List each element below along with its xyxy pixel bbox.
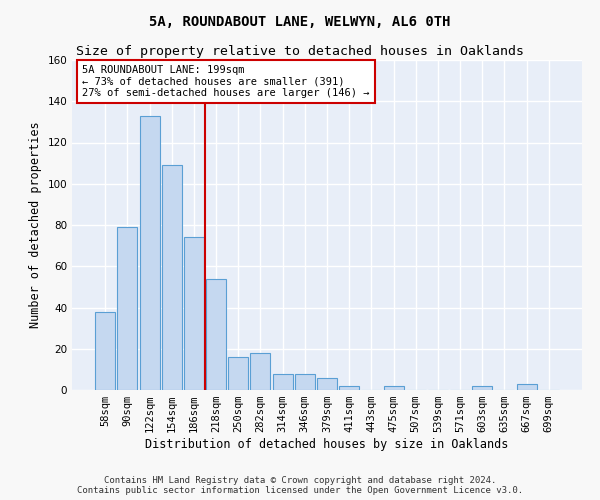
Bar bbox=[317, 378, 337, 390]
Bar bbox=[383, 386, 404, 390]
Bar bbox=[140, 116, 160, 390]
Bar bbox=[206, 278, 226, 390]
Bar bbox=[250, 353, 271, 390]
Bar bbox=[472, 386, 492, 390]
Bar bbox=[228, 357, 248, 390]
Bar bbox=[162, 165, 182, 390]
Bar bbox=[118, 227, 137, 390]
Bar bbox=[272, 374, 293, 390]
Bar bbox=[95, 312, 115, 390]
Y-axis label: Number of detached properties: Number of detached properties bbox=[29, 122, 42, 328]
Bar bbox=[339, 386, 359, 390]
X-axis label: Distribution of detached houses by size in Oaklands: Distribution of detached houses by size … bbox=[145, 438, 509, 451]
Text: 5A, ROUNDABOUT LANE, WELWYN, AL6 0TH: 5A, ROUNDABOUT LANE, WELWYN, AL6 0TH bbox=[149, 15, 451, 29]
Bar bbox=[517, 384, 536, 390]
Bar bbox=[295, 374, 315, 390]
Bar bbox=[184, 238, 204, 390]
Text: Size of property relative to detached houses in Oaklands: Size of property relative to detached ho… bbox=[76, 45, 524, 58]
Text: Contains HM Land Registry data © Crown copyright and database right 2024.
Contai: Contains HM Land Registry data © Crown c… bbox=[77, 476, 523, 495]
Text: 5A ROUNDABOUT LANE: 199sqm
← 73% of detached houses are smaller (391)
27% of sem: 5A ROUNDABOUT LANE: 199sqm ← 73% of deta… bbox=[82, 65, 370, 98]
